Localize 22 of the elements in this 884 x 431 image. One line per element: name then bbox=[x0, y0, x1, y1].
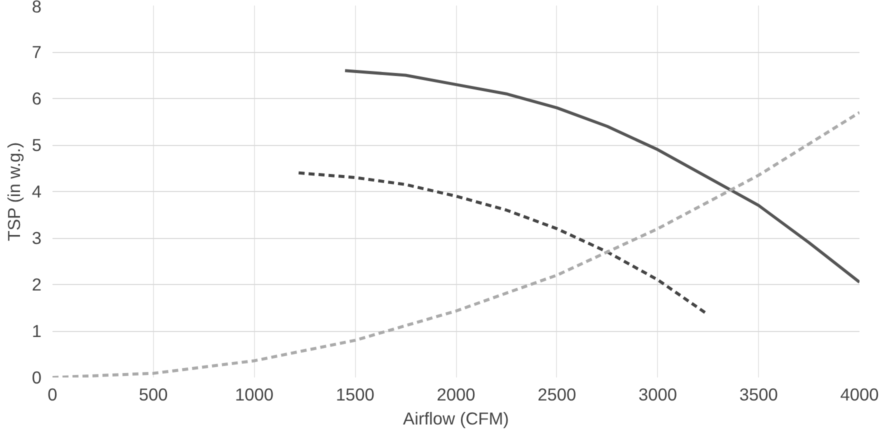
x-tick-label: 1000 bbox=[234, 384, 274, 404]
y-axis-title: TSP (in w.g.) bbox=[4, 142, 24, 242]
y-tick-label: 0 bbox=[32, 368, 42, 388]
x-tick-label: 4000 bbox=[840, 384, 879, 404]
y-tick-label: 8 bbox=[32, 0, 42, 16]
x-tick-label: 0 bbox=[48, 384, 58, 404]
y-tick-label: 3 bbox=[32, 228, 42, 248]
line-series bbox=[344, 69, 860, 284]
line-series bbox=[52, 110, 860, 378]
y-tick-label: 7 bbox=[32, 42, 42, 62]
x-tick-label: 1500 bbox=[336, 384, 374, 404]
y-tick-label: 5 bbox=[32, 135, 42, 155]
y-tick-label: 2 bbox=[32, 274, 42, 294]
x-tick-label: 2000 bbox=[436, 384, 476, 404]
x-tick-label: 3500 bbox=[739, 384, 778, 404]
x-axis-title: Airflow (CFM) bbox=[403, 408, 509, 428]
x-tick-label: 500 bbox=[138, 384, 168, 404]
y-tick-label: 6 bbox=[32, 88, 42, 108]
x-tick-label: 2500 bbox=[538, 384, 576, 404]
y-tick-label: 1 bbox=[32, 321, 42, 341]
x-tick-label: 3000 bbox=[638, 384, 678, 404]
y-tick-label: 4 bbox=[32, 182, 42, 202]
